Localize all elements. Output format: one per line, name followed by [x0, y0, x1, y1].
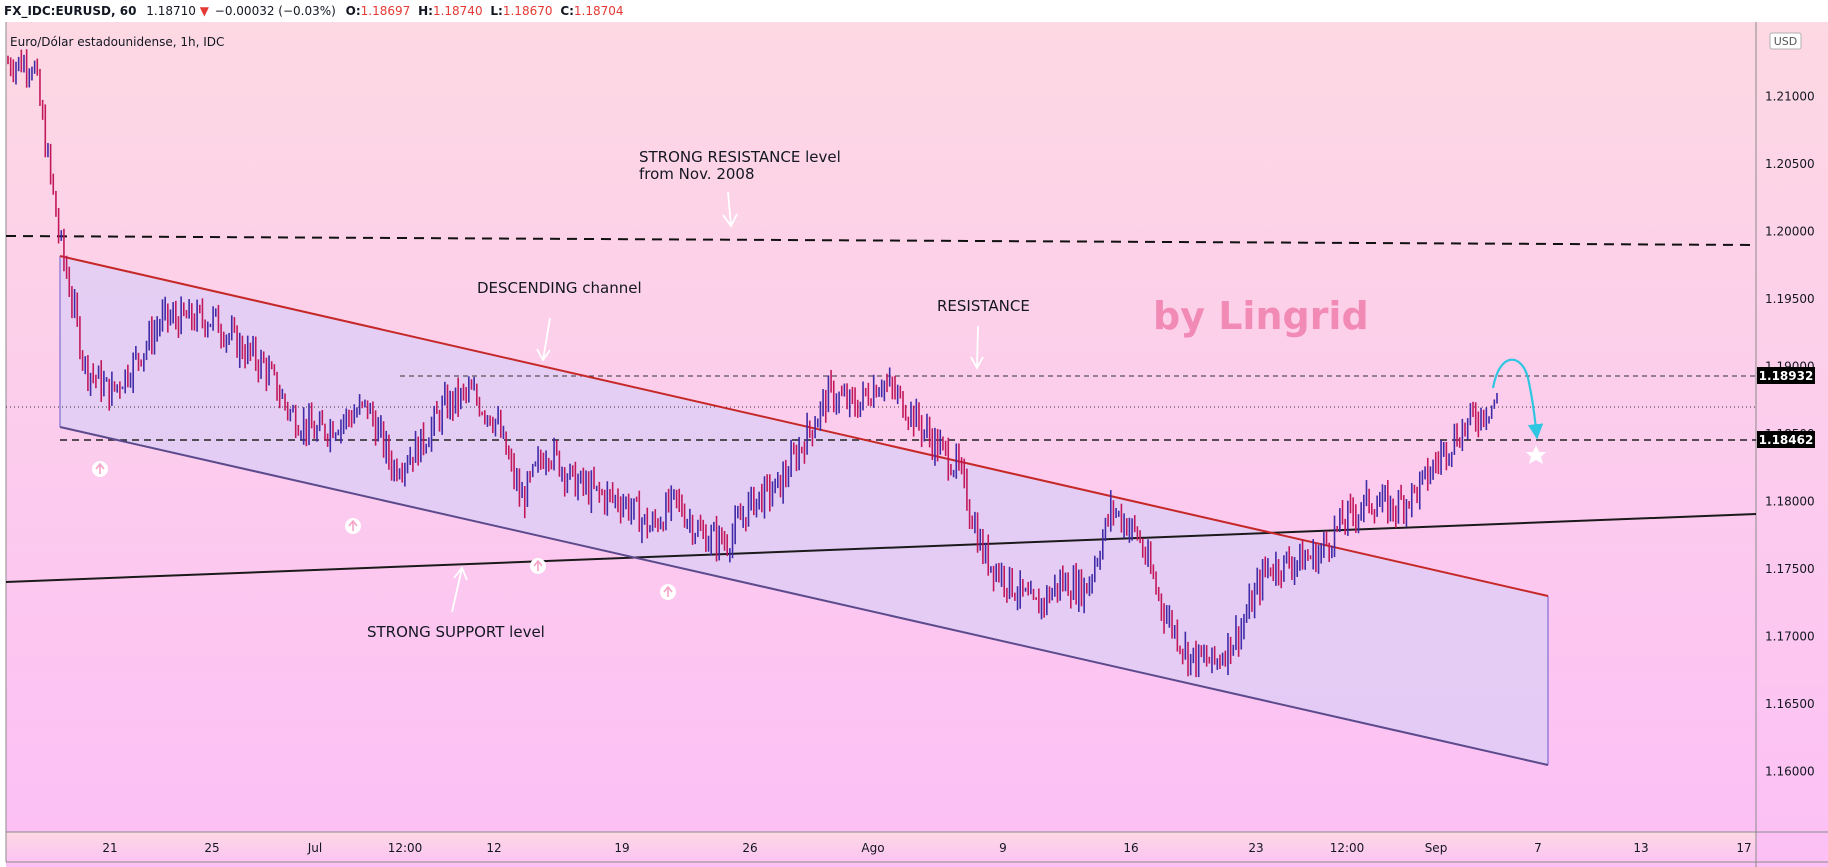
price-tick-label: 1.20000 — [1765, 224, 1815, 238]
price-tag-resistance-text: 1.18932 — [1759, 369, 1814, 383]
time-tick-label: 12:00 — [388, 841, 423, 855]
low-label: L: — [490, 4, 503, 18]
time-tick-label: 9 — [999, 841, 1007, 855]
last-price: 1.18710 — [146, 4, 196, 18]
price-tick-label: 1.18000 — [1765, 494, 1815, 508]
support-arrow — [451, 566, 468, 613]
symbol-header: FX_IDC:EURUSD, 60 1.18710 ▼ −0.00032 (−0… — [0, 0, 1828, 22]
up-arrow-circle-icon — [92, 461, 108, 477]
time-tick-label: Sep — [1425, 841, 1448, 855]
price-axis-ticks: 1.210001.205001.200001.195001.190001.185… — [1765, 89, 1815, 778]
resistance-2008-arrow — [722, 191, 738, 228]
price-tick-label: 1.16500 — [1765, 697, 1815, 711]
time-tick-label: 7 — [1534, 841, 1542, 855]
price-tick-label: 1.17000 — [1765, 629, 1815, 643]
channel-upper-line — [59, 255, 1549, 597]
price-chart[interactable]: STRONG RESISTANCE level from Nov. 2008 D… — [0, 22, 1828, 867]
resistance-arrow — [970, 325, 984, 370]
up-arrow-circle-icon — [345, 518, 361, 534]
currency-badge — [1769, 32, 1802, 50]
time-tick-label: Ago — [861, 841, 884, 855]
price-tag-resistance: 1.18932 — [1757, 367, 1815, 384]
price-tick-label: 1.21000 — [1765, 89, 1815, 103]
strong-resistance-sublabel: from Nov. 2008 — [639, 165, 755, 183]
price-tick-label: 1.17500 — [1765, 562, 1815, 576]
time-tick-label: 12 — [486, 841, 501, 855]
price-tick-label: 1.16000 — [1765, 764, 1815, 778]
currency-label: USD — [1774, 35, 1798, 48]
symbol-label[interactable]: FX_IDC:EURUSD, 60 — [4, 4, 137, 18]
brand-watermark: by Lingrid — [1153, 294, 1369, 338]
descending-channel-fill — [60, 256, 1548, 765]
price-change: −0.00032 (−0.03%) — [214, 4, 336, 18]
chart-legend-title: Euro/Dólar estadounidense, 1h, IDC — [10, 35, 224, 49]
up-arrow-circle-icon — [660, 584, 676, 600]
open-label: O: — [345, 4, 361, 18]
low-value: 1.18670 — [502, 4, 553, 18]
close-label: C: — [560, 4, 574, 18]
resistance-label: RESISTANCE — [937, 297, 1030, 315]
price-tag-support: 1.18462 — [1757, 431, 1815, 448]
time-tick-label: 26 — [742, 841, 757, 855]
close-value: 1.18704 — [573, 4, 624, 18]
time-axis[interactable] — [6, 832, 1756, 867]
time-tick-label: 19 — [614, 841, 629, 855]
open-value: 1.18697 — [360, 4, 411, 18]
high-value: 1.18740 — [432, 4, 483, 18]
time-tick-label: 23 — [1248, 841, 1263, 855]
time-tick-label: 25 — [204, 841, 219, 855]
strong-resistance-label: STRONG RESISTANCE level — [639, 148, 841, 166]
time-tick-label: 17 — [1736, 841, 1751, 855]
strong-resistance-line — [5, 235, 1757, 246]
high-label: H: — [418, 4, 433, 18]
time-tick-label: 13 — [1633, 841, 1648, 855]
channel-arrow — [536, 317, 551, 362]
star-icon — [1526, 445, 1546, 464]
time-axis-ticks: 21 25 Jul 12:00 12 19 26 Ago 9 16 23 12:00 Sep 7 13 17 — [102, 841, 1751, 855]
strong-support-label: STRONG SUPPORT level — [367, 623, 545, 641]
strong-support-line — [5, 513, 1757, 583]
bounce-markers — [92, 461, 676, 600]
down-triangle-icon: ▼ — [199, 4, 209, 18]
channel-lower-line — [59, 426, 1549, 766]
price-tick-label: 1.19500 — [1765, 292, 1815, 306]
time-tick-label: 21 — [102, 841, 117, 855]
price-tick-label: 1.20500 — [1765, 157, 1815, 171]
annotation-arrows — [451, 191, 984, 613]
forecast-arrow — [1491, 358, 1544, 440]
descending-channel-label: DESCENDING channel — [477, 279, 642, 297]
time-tick-label: 16 — [1123, 841, 1138, 855]
up-arrow-circle-icon — [530, 558, 546, 574]
price-candles — [7, 49, 1498, 678]
time-tick-label: Jul — [307, 841, 322, 855]
price-tag-support-text: 1.18462 — [1759, 433, 1814, 447]
time-tick-label: 12:00 — [1330, 841, 1365, 855]
